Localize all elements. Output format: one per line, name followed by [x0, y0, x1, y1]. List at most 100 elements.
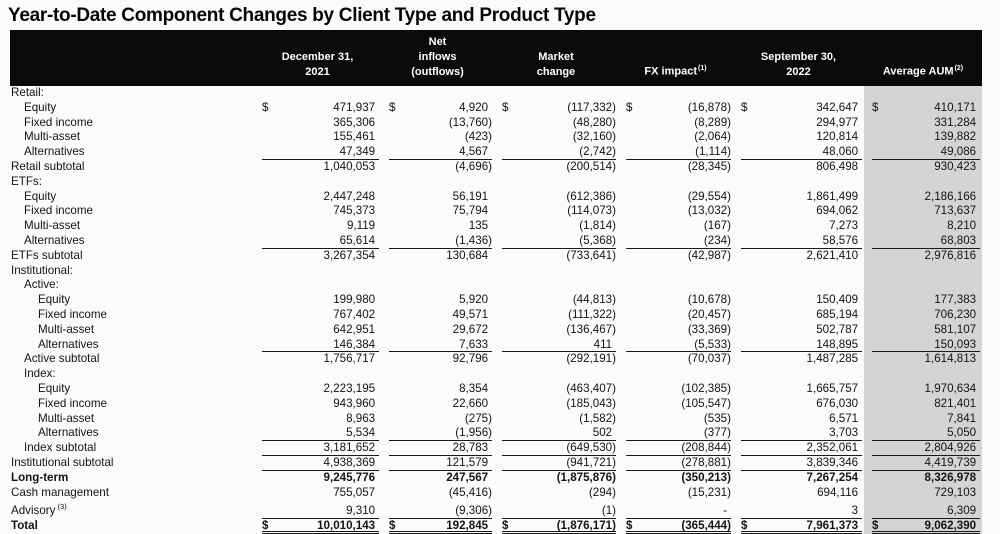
- value-cell: (8,289): [618, 116, 733, 131]
- cell-value: (29,554): [687, 189, 731, 203]
- value-cell: (28,345): [618, 160, 733, 175]
- cell-value: 8,326,978: [924, 470, 977, 484]
- cell-value: [398, 175, 492, 190]
- cell-value: 806,498: [816, 159, 859, 173]
- dollar-sign: $: [262, 518, 269, 532]
- value-cell: 642,951: [254, 323, 381, 338]
- dollar-sign: $: [502, 518, 509, 532]
- value-cell: (10,678): [618, 293, 733, 308]
- value-cell: 6,571: [733, 412, 864, 427]
- column-header-4: September 30, 2022: [733, 30, 864, 86]
- cell-value: (102,385): [681, 381, 731, 395]
- cell-value: 676,030: [816, 396, 859, 410]
- cell-value: 7,961,373: [806, 518, 859, 532]
- value-cell: (200,514): [494, 160, 618, 175]
- value-cell: 9,310: [254, 500, 381, 519]
- table-row: Fixed income 745,373 75,794 (114,073) (13,03…: [10, 204, 982, 220]
- cell-value: 1,614,813: [924, 352, 977, 366]
- cell-value: (2,742): [579, 145, 616, 159]
- value-cell: (275): [381, 412, 494, 427]
- cell-value: (32,160): [572, 130, 616, 144]
- row-label: Advisory (3): [11, 502, 67, 518]
- cell-value: 502,787: [816, 322, 859, 336]
- cell-value: (20,457): [687, 307, 731, 321]
- value-cell: 150,409: [733, 293, 864, 308]
- footnote-ref: (1): [698, 65, 707, 73]
- cell-value: 5,920: [459, 293, 489, 307]
- table-row: Alternatives 47,349 4,567 (2,742) (1,114) 48,…: [10, 145, 982, 160]
- value-cell-average-aum: [864, 263, 982, 279]
- value-cell: $10,010,143: [254, 519, 381, 534]
- value-cell: $ (365,444): [618, 519, 733, 534]
- value-cell-average-aum: 7,841: [864, 411, 982, 427]
- cell-value: 471,937: [333, 100, 376, 114]
- table-row: Fixed income 943,960 22,660 (185,043) (105,5…: [10, 396, 982, 412]
- table-row: Alternatives 5,534 (1,956) 502 (377) 3,703 5,0…: [10, 426, 982, 442]
- column-header-1: Net inflows (outflows): [381, 30, 494, 86]
- table-row: Retail subtotal 1,040,053 (4,696) (200,514)…: [10, 159, 982, 175]
- cell-value: (1,814): [579, 219, 616, 233]
- column-header-3: FX impact(1): [618, 30, 733, 86]
- value-cell-average-aum: 930,423: [864, 159, 982, 175]
- table-row: Multi-asset 155,461 (423) (32,160) (2,064) 12…: [10, 130, 982, 146]
- cell-value: 581,107: [934, 322, 977, 336]
- value-cell-average-aum: 729,103: [864, 485, 982, 501]
- cell-value: 65,614: [339, 233, 376, 247]
- cell-value: 199,980: [333, 293, 376, 307]
- cell-value: 8,963: [346, 411, 376, 425]
- cell-value: (612,386): [566, 189, 616, 203]
- value-cell-average-aum: [864, 367, 982, 382]
- cell-value: 2,223,195: [323, 381, 376, 395]
- value-cell: (111,322): [494, 308, 618, 323]
- value-cell: $4,920: [381, 101, 494, 116]
- value-cell: [254, 278, 381, 293]
- cell-value: 2,352,061: [806, 441, 859, 455]
- table-row: Multi-asset 8,963 (275) (1,582) (535) 6,571 7,…: [10, 411, 982, 427]
- value-cell: [733, 367, 864, 382]
- value-cell: (13,032): [618, 204, 733, 219]
- cell-value: 150,093: [934, 337, 977, 351]
- cell-value: [881, 367, 980, 382]
- cell-value: 130,684: [446, 248, 489, 262]
- cell-value: (234): [703, 233, 731, 247]
- value-cell-average-aum: $9,062,390: [864, 518, 982, 534]
- value-cell: 1,756,717: [254, 352, 381, 367]
- value-cell: 1,040,053: [254, 160, 381, 175]
- value-cell: (292,191): [494, 352, 618, 367]
- value-cell: 3,839,346: [733, 456, 864, 471]
- value-cell: 745,373: [254, 204, 381, 219]
- cell-value: 120,814: [816, 130, 859, 144]
- cell-value: (185,043): [566, 396, 616, 410]
- row-label: Index subtotal: [24, 441, 97, 455]
- value-cell: [733, 175, 864, 190]
- value-cell: $ (117,332): [494, 101, 618, 116]
- cell-value: [271, 367, 379, 382]
- cell-value: 7,273: [829, 219, 859, 233]
- cell-value: [635, 278, 731, 293]
- value-cell: [494, 278, 618, 293]
- value-cell: (535): [618, 412, 733, 427]
- value-cell: 1,665,757: [733, 382, 864, 397]
- cell-value: (1): [601, 504, 616, 518]
- cell-value: 4,567: [459, 145, 489, 159]
- value-cell-average-aum: 8,326,978: [864, 470, 982, 486]
- cell-value: 3,703: [829, 426, 859, 440]
- value-cell: (70,037): [618, 352, 733, 367]
- cell-value: 28,783: [452, 441, 489, 455]
- value-cell-average-aum: 5,050: [864, 426, 982, 442]
- cell-value: [750, 367, 862, 382]
- value-cell: 294,977: [733, 116, 864, 131]
- value-cell: [494, 264, 618, 279]
- value-cell: (612,386): [494, 190, 618, 205]
- value-cell: 5,920: [381, 293, 494, 308]
- value-cell: [381, 367, 494, 382]
- header-label-spacer: [10, 30, 254, 86]
- cell-value: (136,467): [566, 322, 616, 336]
- table-row: Active subtotal 1,756,717 92,796 (292,191) (…: [10, 352, 982, 368]
- value-cell: 5,534: [254, 426, 381, 442]
- value-cell: (941,721): [494, 456, 618, 471]
- value-cell: [381, 86, 494, 101]
- value-cell: 502: [494, 426, 618, 442]
- cell-value: 411: [593, 337, 613, 351]
- row-label: Multi-asset: [38, 322, 95, 336]
